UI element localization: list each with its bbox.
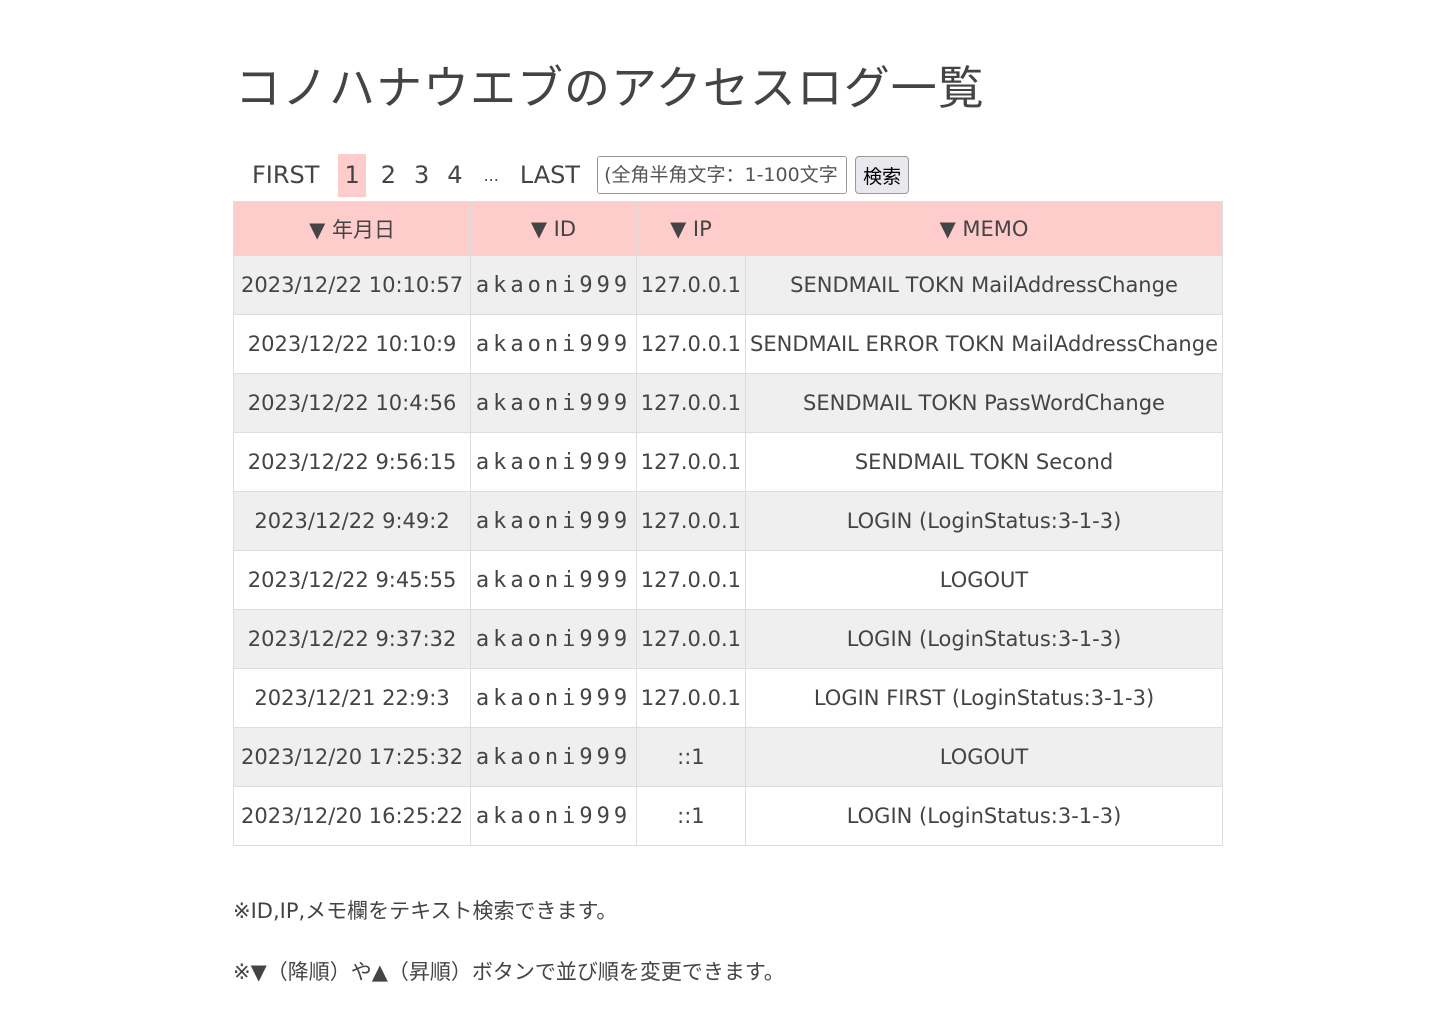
page-ellipsis: ... — [483, 165, 499, 185]
access-log-table: ▼ 年月日 ▼ ID ▼ IP ▼ MEMO 2023/12/22 10:10:… — [232, 201, 1223, 846]
table-row: 2023/12/21 22:9:3 akaoni999 127.0.0.1 LOGIN… — [232, 668, 1223, 728]
sort-date-header[interactable]: ▼ 年月日 — [232, 201, 472, 256]
table-row: 2023/12/22 9:37:32 akaoni999 127.0.0.1 LOGI… — [232, 609, 1223, 669]
memo-cell: SENDMAIL TOKN PassWordChange — [745, 373, 1223, 433]
date-cell: 2023/12/22 10:4:56 — [232, 373, 472, 433]
sort-ip-header[interactable]: ▼ IP — [635, 201, 747, 256]
date-cell: 2023/12/22 9:45:55 — [232, 550, 472, 610]
ip-cell: 127.0.0.1 — [635, 491, 747, 551]
date-cell: 2023/12/22 9:49:2 — [232, 491, 472, 551]
sort-id-header[interactable]: ▼ ID — [470, 201, 637, 256]
memo-cell: SENDMAIL TOKN MailAddressChange — [745, 255, 1223, 315]
id-cell: akaoni999 — [470, 727, 637, 787]
id-cell: akaoni999 — [470, 609, 637, 669]
ip-cell: 127.0.0.1 — [635, 550, 747, 610]
page-2-link[interactable]: 2 — [380, 160, 397, 189]
id-cell: akaoni999 — [470, 255, 637, 315]
memo-cell: SENDMAIL ERROR TOKN MailAddressChange — [745, 314, 1223, 374]
ip-cell: ::1 — [635, 786, 747, 846]
date-cell: 2023/12/22 10:10:57 — [232, 255, 472, 315]
id-cell: akaoni999 — [470, 550, 637, 610]
page-last-link[interactable]: LAST — [519, 160, 581, 189]
id-cell: akaoni999 — [470, 491, 637, 551]
memo-cell: LOGIN (LoginStatus:3-1-3) — [745, 609, 1223, 669]
search-input[interactable] — [597, 156, 848, 194]
table-row: 2023/12/20 16:25:22 akaoni999::1 LOGIN (Lo… — [232, 786, 1223, 846]
page-1-link[interactable]: 1 — [338, 153, 366, 197]
table-row: 2023/12/20 17:25:32 akaoni999::1 LOGOUT — [232, 727, 1223, 787]
ip-cell: 127.0.0.1 — [635, 373, 747, 433]
date-cell: 2023/12/22 10:10:9 — [232, 314, 472, 374]
ip-cell: 127.0.0.1 — [635, 668, 747, 728]
id-cell: akaoni999 — [470, 668, 637, 728]
sort-memo-header[interactable]: ▼ MEMO — [745, 201, 1223, 256]
date-cell: 2023/12/22 9:37:32 — [232, 609, 472, 669]
page-title: コノハナウエブのアクセスログ一覧 — [235, 61, 985, 115]
ip-cell: ::1 — [635, 727, 747, 787]
table-row: 2023/12/22 10:10:9 akaoni999 127.0.0.1 SEND… — [232, 314, 1223, 374]
search-button[interactable]: 検索 — [855, 156, 910, 194]
page-3-link[interactable]: 3 — [414, 160, 430, 189]
memo-cell: LOGIN (LoginStatus:3-1-3) — [745, 491, 1223, 551]
table-row: 2023/12/22 9:45:55 akaoni999 127.0.0.1 LOGO… — [232, 550, 1223, 610]
page-first-link[interactable]: FIRST — [252, 160, 320, 189]
ip-cell: 127.0.0.1 — [635, 314, 747, 374]
date-cell: 2023/12/20 16:25:22 — [232, 786, 472, 846]
ip-cell: 127.0.0.1 — [635, 609, 747, 669]
memo-cell: LOGOUT — [745, 727, 1223, 787]
memo-cell: SENDMAIL TOKN Second — [745, 432, 1223, 492]
date-cell: 2023/12/21 22:9:3 — [232, 668, 472, 728]
note-sort: ※▼（降順）や▲（昇順）ボタンで並び順を変更できます。 — [233, 960, 785, 984]
page-4-link[interactable]: 4 — [447, 160, 463, 189]
id-cell: akaoni999 — [470, 786, 637, 846]
table-row: 2023/12/22 9:49:2 akaoni999 127.0.0.1 LOGIN… — [232, 491, 1223, 551]
table-row: 2023/12/22 10:4:56 akaoni999 127.0.0.1 SEND… — [232, 373, 1223, 433]
date-cell: 2023/12/20 17:25:32 — [232, 727, 472, 787]
pagination: FIRST 1 2 3 4 ... LAST 検索 — [233, 153, 910, 197]
memo-cell: LOGIN FIRST (LoginStatus:3-1-3) — [745, 668, 1223, 728]
date-cell: 2023/12/22 9:56:15 — [232, 432, 472, 492]
table-row: 2023/12/22 9:56:15 akaoni999 127.0.0.1 SEND… — [232, 432, 1223, 492]
table-row: 2023/12/22 10:10:57 akaoni999 127.0.0.1 SEN… — [232, 255, 1223, 315]
note-search: ※ID,IP,メモ欄をテキスト検索できます。 — [233, 899, 618, 923]
memo-cell: LOGOUT — [745, 550, 1223, 610]
ip-cell: 127.0.0.1 — [635, 255, 747, 315]
id-cell: akaoni999 — [470, 314, 637, 374]
id-cell: akaoni999 — [470, 373, 637, 433]
ip-cell: 127.0.0.1 — [635, 432, 747, 492]
memo-cell: LOGIN (LoginStatus:3-1-3) — [745, 786, 1223, 846]
id-cell: akaoni999 — [470, 432, 637, 492]
